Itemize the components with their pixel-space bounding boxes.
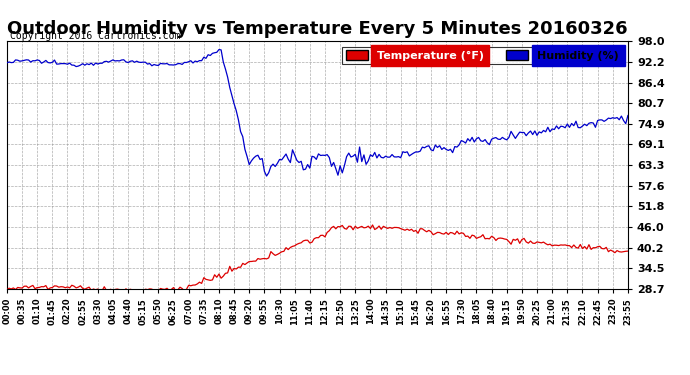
Text: Copyright 2016 Cartronics.com: Copyright 2016 Cartronics.com — [10, 32, 181, 41]
Legend: Temperature (°F), Humidity (%): Temperature (°F), Humidity (%) — [342, 47, 622, 64]
Title: Outdoor Humidity vs Temperature Every 5 Minutes 20160326: Outdoor Humidity vs Temperature Every 5 … — [7, 20, 628, 38]
